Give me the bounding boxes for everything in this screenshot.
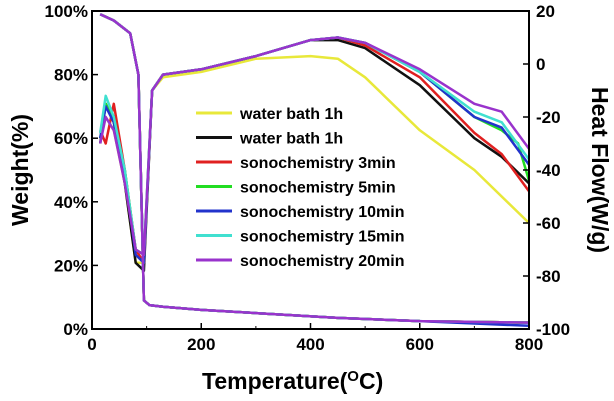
x-axis-title-main: Temperature( <box>202 368 348 394</box>
y-left-tick-label: 80% <box>54 66 88 85</box>
y-right-tick-label: 0 <box>536 55 545 74</box>
y-left-tick-label: 0% <box>63 320 88 339</box>
y-right-tick-label: -20 <box>536 108 561 127</box>
y-left-tick-label: 60% <box>54 129 88 148</box>
legend-label: water bath 1h <box>239 106 343 123</box>
x-tick-label: 800 <box>515 335 543 354</box>
x-tick-label: 600 <box>406 335 434 354</box>
heat-flow-line-series-7 <box>98 36 531 257</box>
legend-label: sonochemistry 20min <box>240 253 405 270</box>
x-tick-label: 400 <box>296 335 324 354</box>
y-right-tick-label: -60 <box>536 214 561 233</box>
y-axis-right-title: Heat Flow(W/g) <box>587 87 613 253</box>
y-right-tick-label: 20 <box>536 2 555 21</box>
x-axis-title: Temperature(OC) <box>202 368 383 394</box>
legend-label: sonochemistry 10min <box>240 204 405 221</box>
y-right-tick-label: -40 <box>536 161 561 180</box>
legend-label: sonochemistry 3min <box>240 155 396 172</box>
legend-label: sonochemistry 15min <box>240 229 405 246</box>
x-axis-title-superscript: O <box>347 368 359 385</box>
x-axis-title-unit: C) <box>359 368 383 394</box>
legend: water bath 1h water bath 1h sonochemistry … <box>196 106 405 270</box>
legend-label: water bath 1h <box>239 131 343 148</box>
y-axis-left-title: Weight(%) <box>7 114 33 226</box>
weight-line-series-7 <box>99 13 530 324</box>
x-tick-label: 0 <box>87 335 96 354</box>
series-layer <box>98 13 531 328</box>
y-left-tick-label: 40% <box>54 193 88 212</box>
legend-label: sonochemistry 5min <box>240 180 396 197</box>
y-right-tick-label: -80 <box>536 267 561 286</box>
ticks-layer: 0 200 400 600 8000%20%40%60%80%100%-100-80-6… <box>45 2 571 354</box>
y-left-tick-label: 20% <box>54 256 88 275</box>
x-tick-label: 200 <box>187 335 215 354</box>
y-right-tick-label: -100 <box>536 320 570 339</box>
y-left-tick-label: 100% <box>45 2 88 21</box>
